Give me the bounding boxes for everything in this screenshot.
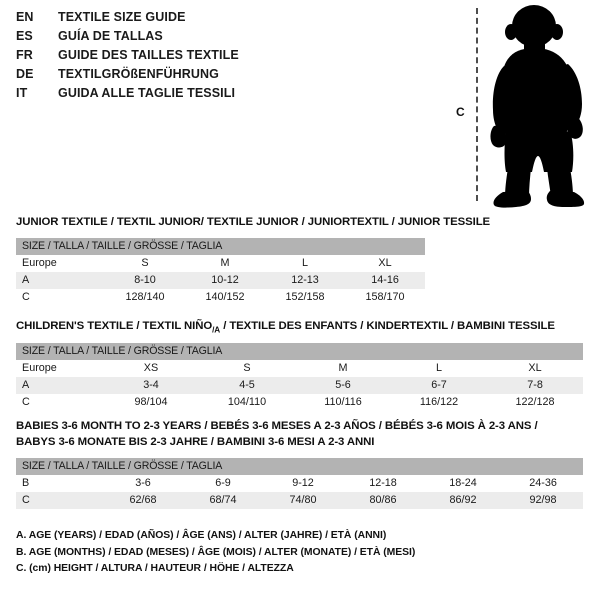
babies-b-5: 18-24: [423, 475, 503, 492]
language-row-de: DE TEXTILGRÖßENFÜHRUNG: [16, 67, 346, 86]
children-table-row-a: A 3-4 4-5 5-6 6-7 7-8: [16, 377, 584, 394]
junior-c-s: 128/140: [105, 289, 185, 306]
junior-europe-s: S: [105, 255, 185, 272]
section-title-children: CHILDREN'S TEXTILE / TEXTIL NIÑO/A / TEX…: [16, 320, 555, 334]
babies-c-1: 62/68: [103, 492, 183, 509]
language-title-fr: GUIDE DES TAILLES TEXTILE: [58, 48, 239, 62]
junior-size-header-label: SIZE / TALLA / TAILLE / GRÖSSE / TAGLIA: [16, 238, 426, 255]
children-europe-l: L: [391, 360, 487, 377]
height-measure-dashed-line: [476, 8, 478, 201]
babies-b-4: 12-18: [343, 475, 423, 492]
children-row-label-europe: Europe: [16, 360, 103, 377]
children-size-table: SIZE / TALLA / TAILLE / GRÖSSE / TAGLIA …: [16, 343, 584, 411]
babies-b-3: 9-12: [263, 475, 343, 492]
junior-a-s: 8-10: [105, 272, 185, 289]
language-row-es: ES GUÍA DE TALLAS: [16, 29, 346, 48]
junior-row-label-europe: Europe: [16, 255, 105, 272]
children-c-xl: 122/128: [487, 394, 584, 411]
junior-c-m: 140/152: [185, 289, 265, 306]
children-row-label-c: C: [16, 394, 103, 411]
children-table-row-c: C 98/104 104/110 110/116 116/122 122/128: [16, 394, 584, 411]
language-row-fr: FR GUIDE DES TAILLES TEXTILE: [16, 48, 346, 67]
children-a-m: 5-6: [295, 377, 391, 394]
legend-line-c: C. (cm) HEIGHT / ALTURA / HAUTEUR / HÖHE…: [16, 563, 294, 574]
language-code-it: IT: [16, 86, 28, 100]
junior-c-xl: 158/170: [345, 289, 426, 306]
children-a-s: 4-5: [199, 377, 295, 394]
babies-b-1: 3-6: [103, 475, 183, 492]
babies-table-row-c: C 62/68 68/74 74/80 80/86 86/92 92/98: [16, 492, 584, 509]
children-a-l: 6-7: [391, 377, 487, 394]
babies-b-6: 24-36: [503, 475, 584, 492]
babies-row-label-c: C: [16, 492, 103, 509]
babies-c-6: 92/98: [503, 492, 584, 509]
babies-c-4: 80/86: [343, 492, 423, 509]
junior-size-table: SIZE / TALLA / TAILLE / GRÖSSE / TAGLIA …: [16, 238, 426, 306]
junior-a-l: 12-13: [265, 272, 345, 289]
language-code-es: ES: [16, 29, 33, 43]
babies-b-2: 6-9: [183, 475, 263, 492]
legend-line-b: B. AGE (MONTHS) / EDAD (MESES) / ÂGE (MO…: [16, 546, 416, 558]
language-title-de: TEXTILGRÖßENFÜHRUNG: [58, 67, 219, 81]
toddler-silhouette-icon: [490, 5, 585, 208]
section-title-babies: BABIES 3-6 MONTH TO 2-3 YEARS / BEBÉS 3-…: [16, 418, 576, 450]
children-table-row-europe: Europe XS S M L XL: [16, 360, 584, 377]
babies-title-line-2: BABYS 3-6 MONATE BIS 2-3 JAHRE / BAMBINI…: [16, 436, 375, 448]
children-size-header-label: SIZE / TALLA / TAILLE / GRÖSSE / TAGLIA: [16, 343, 584, 360]
babies-row-label-b: B: [16, 475, 103, 492]
babies-title-line-1: BABIES 3-6 MONTH TO 2-3 YEARS / BEBÉS 3-…: [16, 420, 538, 432]
children-title-subscript: /A: [212, 325, 221, 335]
children-title-pre: CHILDREN'S TEXTILE / TEXTIL NIÑO: [16, 320, 213, 332]
junior-table-row-europe: Europe S M L XL: [16, 255, 426, 272]
children-c-m: 110/116: [295, 394, 391, 411]
babies-size-table: SIZE / TALLA / TAILLE / GRÖSSE / TAGLIA …: [16, 458, 584, 509]
junior-table-row-a: A 8-10 10-12 12-13 14-16: [16, 272, 426, 289]
children-a-xs: 3-4: [103, 377, 199, 394]
children-europe-m: M: [295, 360, 391, 377]
children-europe-xs: XS: [103, 360, 199, 377]
children-europe-s: S: [199, 360, 295, 377]
junior-europe-xl: XL: [345, 255, 426, 272]
section-title-junior: JUNIOR TEXTILE / TEXTIL JUNIOR/ TEXTILE …: [16, 216, 491, 228]
language-row-en: EN TEXTILE SIZE GUIDE: [16, 10, 346, 29]
measurement-legend: A. AGE (YEARS) / EDAD (AÑOS) / ÂGE (ANS)…: [16, 528, 576, 578]
language-title-it: GUIDA ALLE TAGLIE TESSILI: [58, 86, 236, 100]
babies-c-2: 68/74: [183, 492, 263, 509]
height-illustration: C: [440, 0, 600, 212]
language-code-en: EN: [16, 10, 34, 24]
babies-table-size-header-row: SIZE / TALLA / TAILLE / GRÖSSE / TAGLIA: [16, 458, 584, 475]
language-title-en: TEXTILE SIZE GUIDE: [58, 10, 186, 24]
junior-table-size-header-row: SIZE / TALLA / TAILLE / GRÖSSE / TAGLIA: [16, 238, 426, 255]
children-c-xs: 98/104: [103, 394, 199, 411]
children-a-xl: 7-8: [487, 377, 584, 394]
children-table-size-header-row: SIZE / TALLA / TAILLE / GRÖSSE / TAGLIA: [16, 343, 584, 360]
language-row-it: IT GUIDA ALLE TAGLIE TESSILI: [16, 86, 346, 105]
babies-c-5: 86/92: [423, 492, 503, 509]
legend-line-a: A. AGE (YEARS) / EDAD (AÑOS) / ÂGE (ANS)…: [16, 530, 387, 541]
language-code-fr: FR: [16, 48, 33, 62]
junior-a-xl: 14-16: [345, 272, 426, 289]
junior-row-label-a: A: [16, 272, 105, 289]
language-code-de: DE: [16, 67, 34, 81]
junior-table-row-c: C 128/140 140/152 152/158 158/170: [16, 289, 426, 306]
junior-europe-m: M: [185, 255, 265, 272]
junior-a-m: 10-12: [185, 272, 265, 289]
junior-europe-l: L: [265, 255, 345, 272]
children-title-post: / TEXTILE DES ENFANTS / KINDERTEXTIL / B…: [220, 320, 555, 332]
babies-table-row-b: B 3-6 6-9 9-12 12-18 18-24 24-36: [16, 475, 584, 492]
language-header-block: EN TEXTILE SIZE GUIDE ES GUÍA DE TALLAS …: [16, 10, 346, 105]
children-row-label-a: A: [16, 377, 103, 394]
language-title-es: GUÍA DE TALLAS: [58, 29, 163, 43]
children-c-s: 104/110: [199, 394, 295, 411]
junior-c-l: 152/158: [265, 289, 345, 306]
children-europe-xl: XL: [487, 360, 584, 377]
babies-size-header-label: SIZE / TALLA / TAILLE / GRÖSSE / TAGLIA: [16, 458, 584, 475]
junior-row-label-c: C: [16, 289, 105, 306]
babies-c-3: 74/80: [263, 492, 343, 509]
children-c-l: 116/122: [391, 394, 487, 411]
height-measure-label: C: [456, 105, 465, 119]
